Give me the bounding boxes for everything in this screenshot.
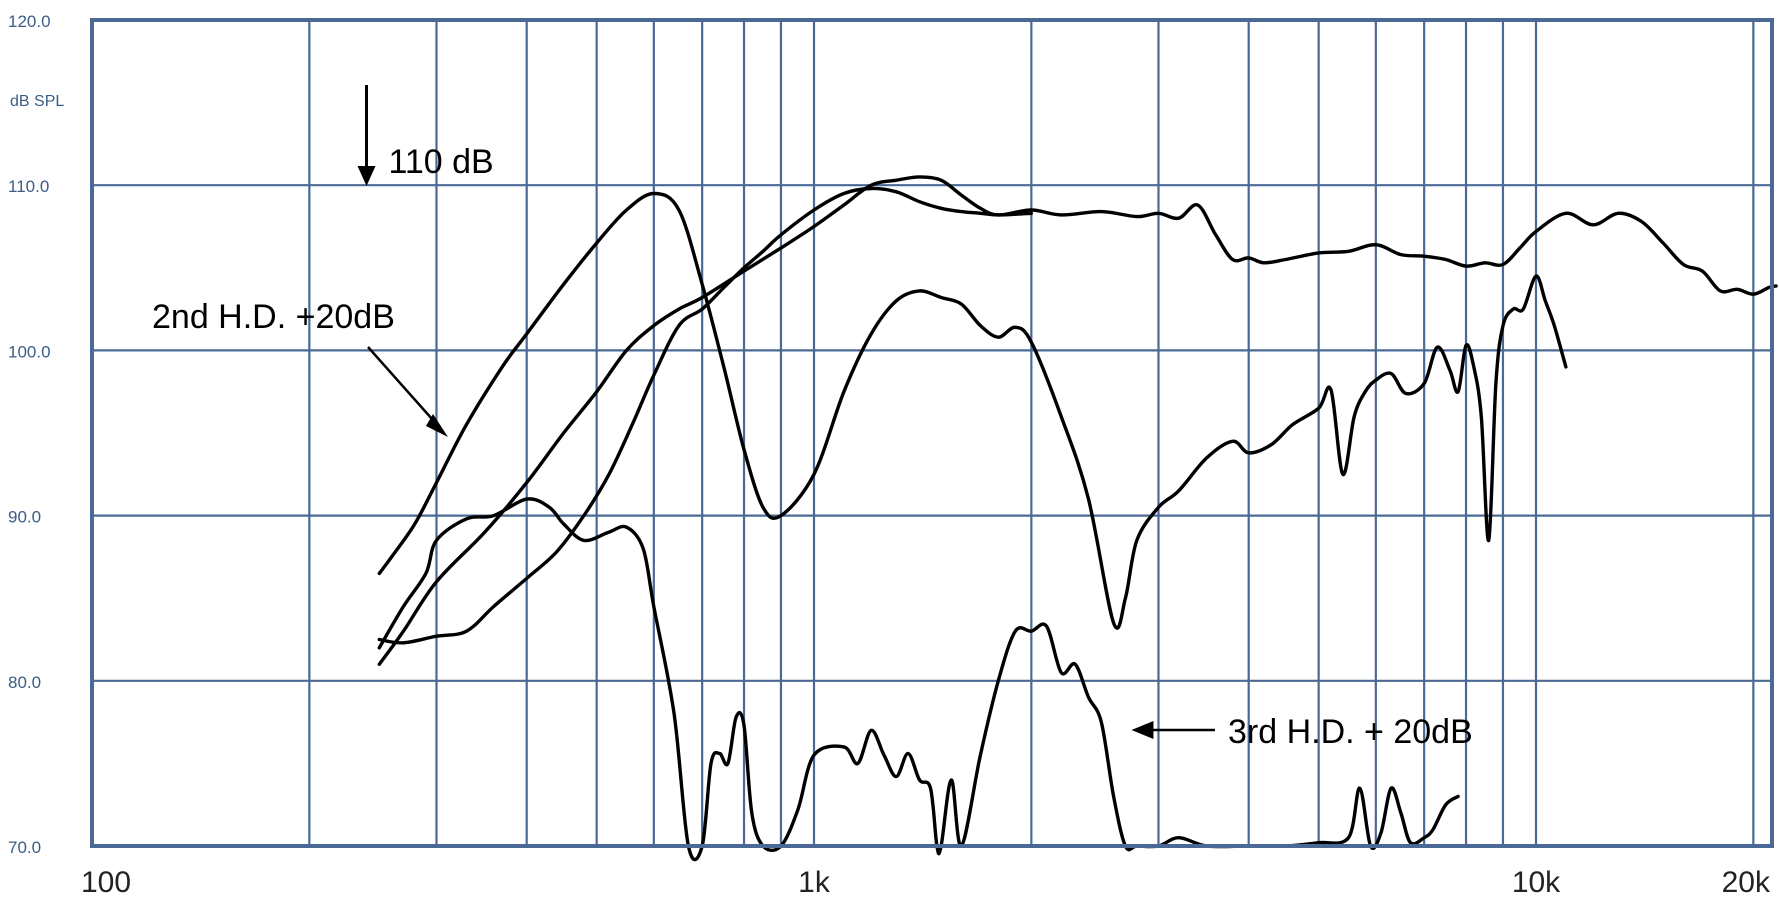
annotation-3rd-hd-label: 3rd H.D. + 20dB (1228, 713, 1473, 751)
annotation-arrow-2nd-hd (367, 346, 441, 429)
plot-frame (90, 18, 1774, 848)
arrowhead-icon (357, 166, 376, 186)
y-tick-labels: 120.0 110.0 100.0 90.0 80.0 70.0 (8, 12, 51, 857)
annotation-110-label: 110 dB (389, 143, 494, 181)
x-tick-labels: 100 1k 10k 20k (81, 866, 1771, 899)
y-unit-label: dB SPL (10, 93, 64, 110)
x-tick-label: 10k (1512, 866, 1561, 899)
series-line-2 (377, 191, 1568, 630)
series-line-1 (377, 175, 1778, 666)
series-line-3 (377, 186, 1033, 645)
y-tick-label: 120.0 (8, 12, 51, 31)
annotation-2nd-hd-label: 2nd H.D. +20dB (152, 298, 395, 336)
x-tick-label: 20k (1722, 866, 1771, 899)
annotations: 110 dB 2nd H.D. +20dB 3rd H.D. + 20dB (152, 85, 1473, 751)
arrowhead-icon (1131, 721, 1154, 739)
y-tick-label: 90.0 (8, 508, 41, 527)
arrowhead-icon (426, 414, 448, 437)
x-tick-label: 1k (798, 866, 831, 899)
y-tick-label: 70.0 (8, 838, 41, 857)
y-tick-label: 110.0 (8, 177, 49, 196)
x-tick-label: 100 (81, 866, 131, 899)
y-tick-label: 100.0 (8, 342, 51, 361)
y-tick-label: 80.0 (8, 673, 41, 692)
